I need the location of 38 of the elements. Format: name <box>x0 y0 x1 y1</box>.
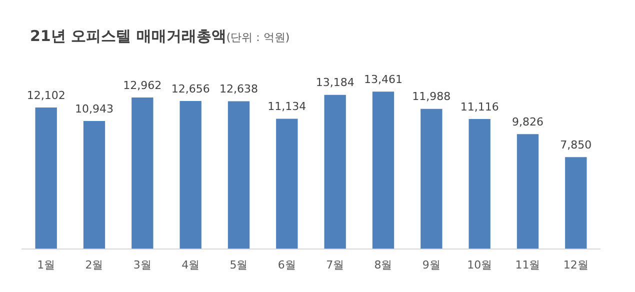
bar <box>132 97 154 249</box>
data-label: 13,184 <box>316 76 354 90</box>
x-tick-label: 2월 <box>85 258 104 272</box>
data-label: 13,461 <box>364 73 402 86</box>
x-tick-label: 3월 <box>133 258 152 272</box>
bar <box>228 101 250 249</box>
bar <box>324 94 346 249</box>
data-label: 7,850 <box>560 138 592 152</box>
data-label: 11,134 <box>268 100 306 114</box>
x-tick-label: 1월 <box>37 258 56 272</box>
bar <box>276 118 298 249</box>
bar <box>516 134 539 249</box>
data-label: 10,943 <box>75 102 114 116</box>
bar <box>565 157 587 249</box>
data-label: 12,638 <box>220 82 258 96</box>
x-tick-label: 12월 <box>563 258 588 272</box>
x-tick-label: 11월 <box>515 258 540 272</box>
data-label: 12,962 <box>123 78 162 92</box>
bar <box>468 119 490 249</box>
chart-subtitle: (단위 : 억원) <box>226 31 290 44</box>
data-label: 9,826 <box>512 115 544 128</box>
bar <box>372 92 394 249</box>
x-tick-label: 10월 <box>467 258 492 272</box>
bar <box>180 101 202 249</box>
data-label: 12,656 <box>171 82 210 96</box>
x-tick-label: 8월 <box>374 258 392 272</box>
x-tick-label: 4월 <box>182 258 200 272</box>
bar <box>83 121 106 249</box>
data-label: 11,116 <box>460 100 499 114</box>
x-tick-label: 5월 <box>230 258 248 272</box>
x-tick-label: 9월 <box>422 258 440 272</box>
x-tick-label: 6월 <box>278 258 296 272</box>
x-tick-label: 7월 <box>326 258 344 272</box>
bar <box>420 108 442 249</box>
data-label: 12,102 <box>26 88 66 102</box>
chart-title: 21년 오피스텔 매매거래총액 <box>30 27 226 45</box>
bar <box>35 108 57 249</box>
data-label: 11,988 <box>412 90 451 104</box>
